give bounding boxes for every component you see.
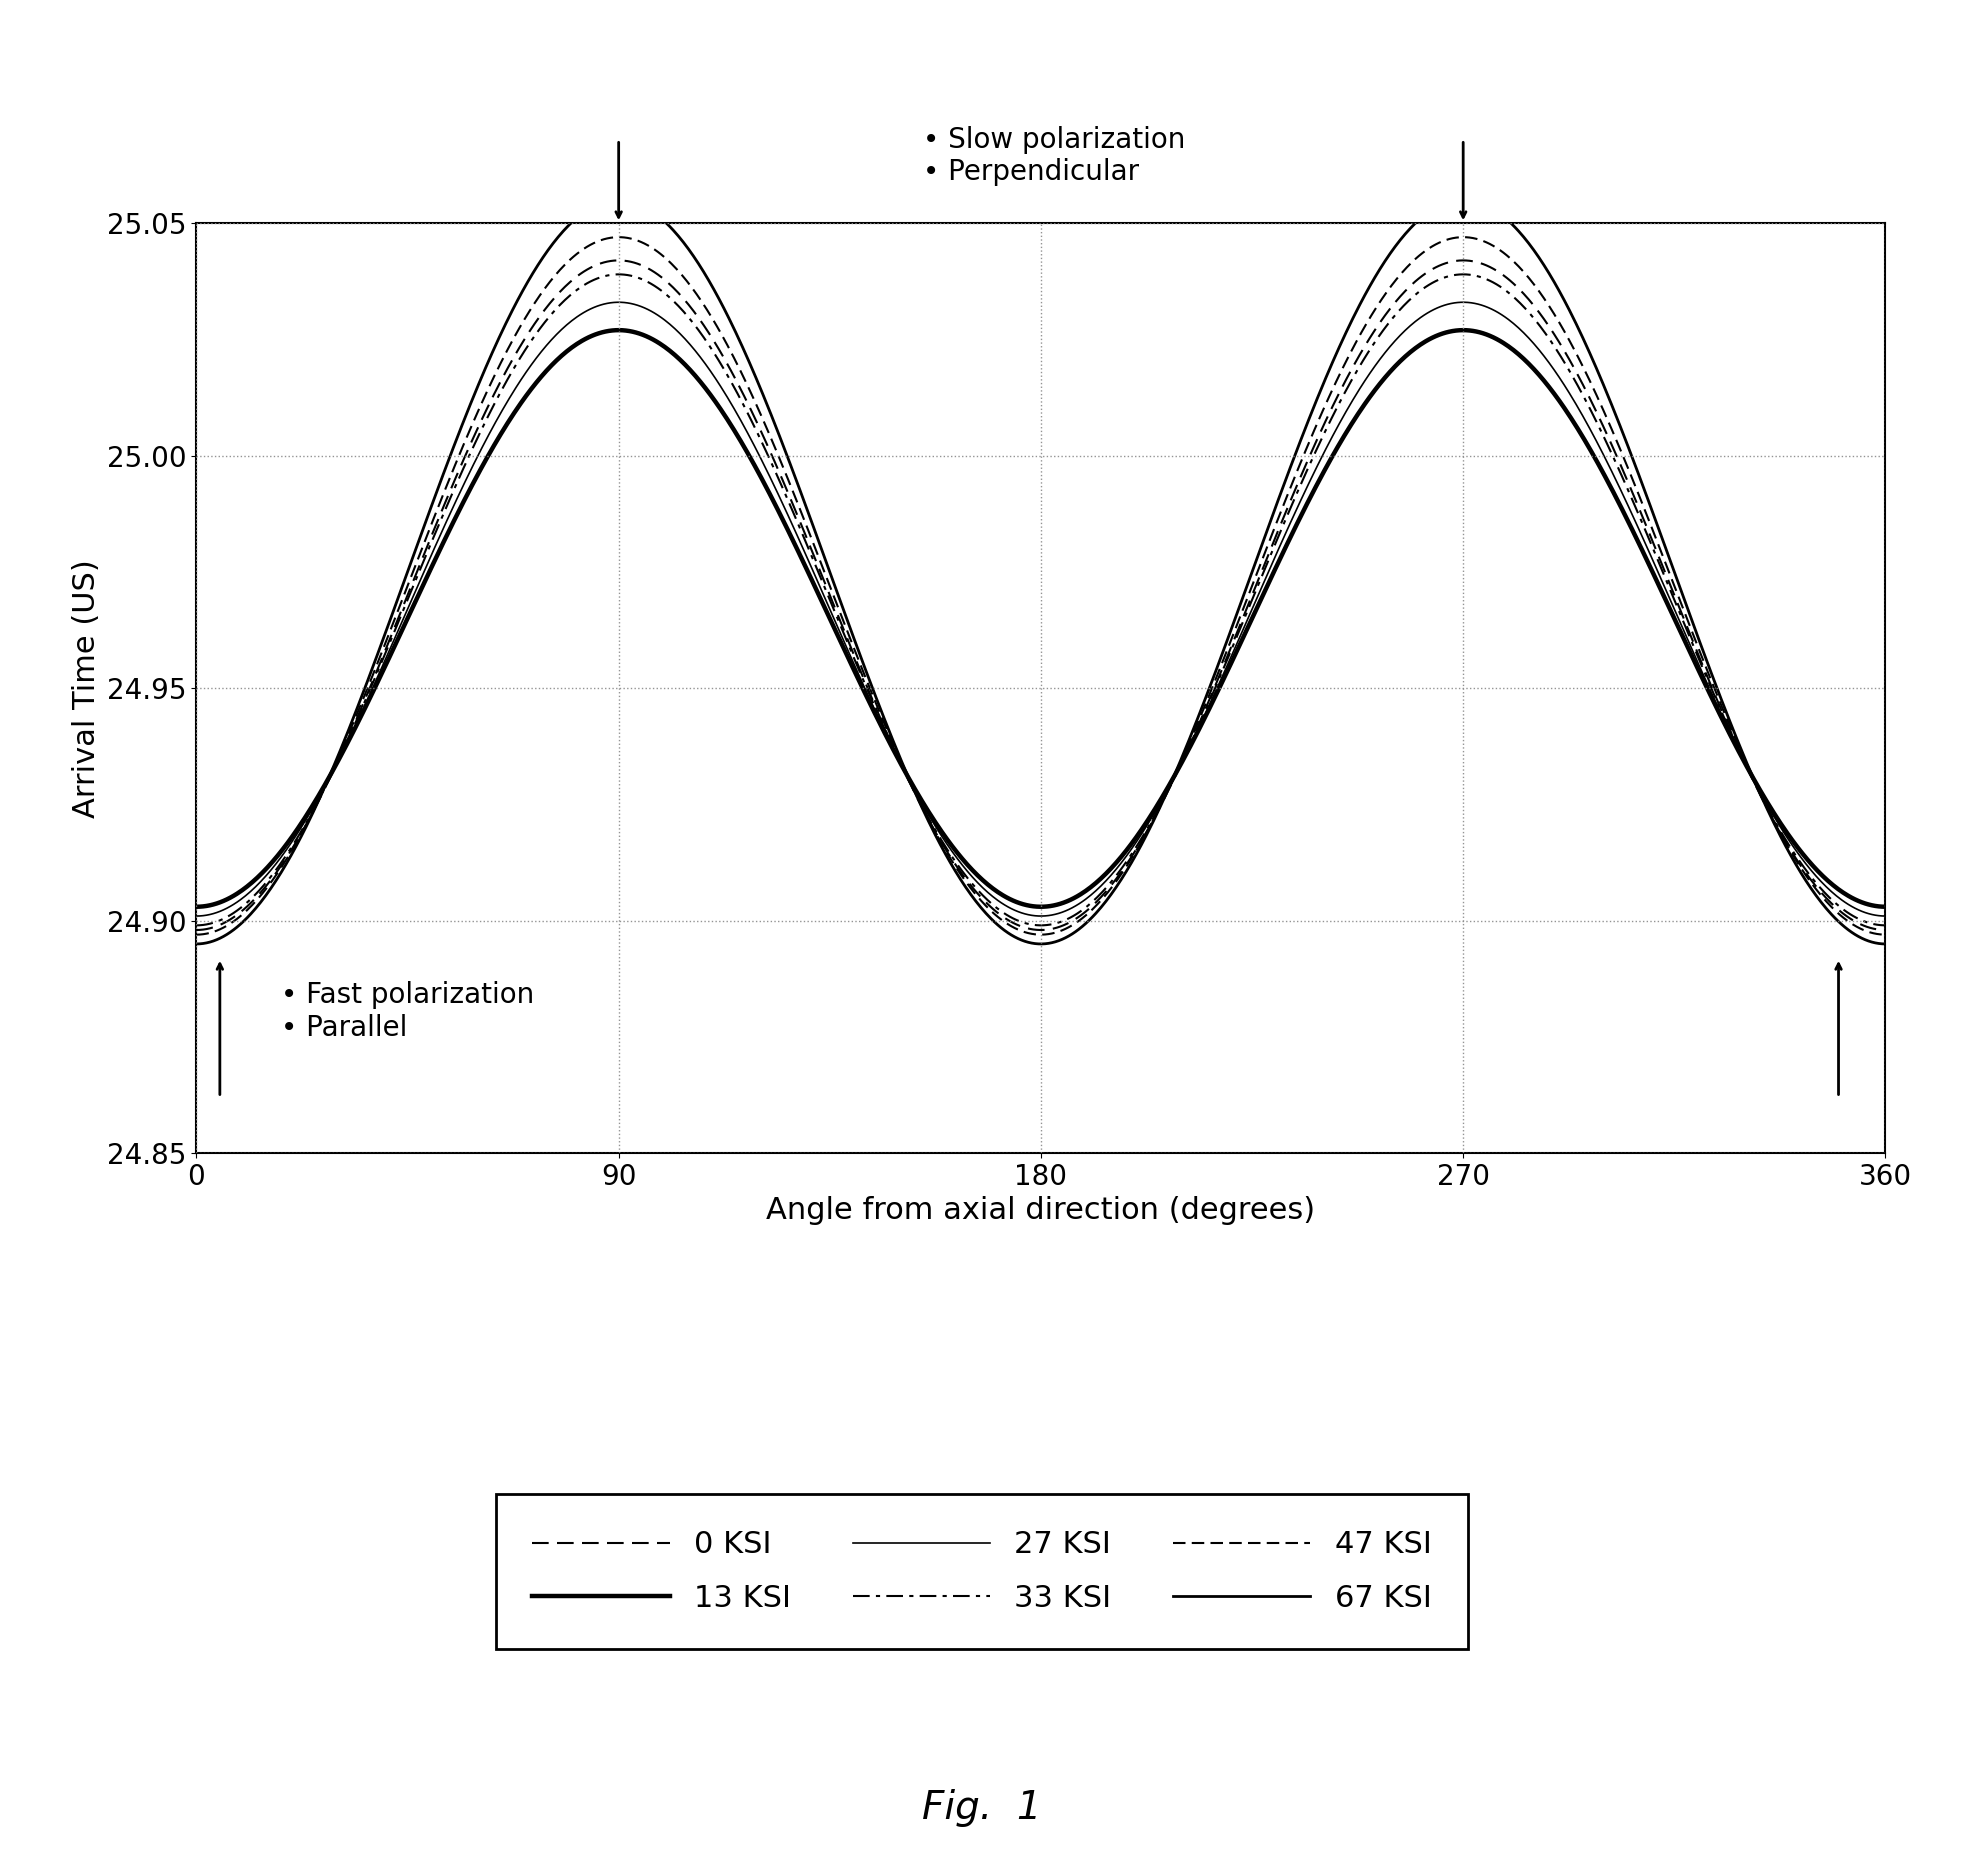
0 KSI [1502, 273, 1526, 296]
Legend: 0 KSI, 13 KSI, 27 KSI, 33 KSI, 47 KSI, 67 KSI: 0 KSI, 13 KSI, 27 KSI, 33 KSI, 47 KSI, 6… [495, 1494, 1469, 1650]
13 KSI [357, 688, 381, 711]
13 KSI [185, 897, 208, 919]
33 KSI [1534, 322, 1557, 344]
27 KSI [1502, 314, 1526, 337]
0 KSI [185, 919, 208, 941]
27 KSI [1345, 381, 1369, 404]
67 KSI [185, 932, 208, 954]
67 KSI [931, 837, 955, 859]
27 KSI [185, 906, 208, 928]
33 KSI [931, 830, 955, 852]
33 KSI [185, 915, 208, 937]
27 KSI [931, 826, 955, 848]
67 KSI [1534, 257, 1557, 279]
33 KSI [1345, 357, 1369, 379]
Line: 27 KSI: 27 KSI [196, 303, 1885, 917]
0 KSI [1534, 311, 1557, 333]
47 KSI [1345, 327, 1369, 350]
13 KSI [931, 820, 955, 843]
13 KSI [1874, 897, 1897, 919]
47 KSI [931, 833, 955, 856]
0 KSI [1345, 346, 1369, 368]
67 KSI [1502, 216, 1526, 238]
33 KSI [1874, 915, 1897, 937]
27 KSI [1534, 348, 1557, 370]
Line: 33 KSI: 33 KSI [196, 275, 1885, 926]
67 KSI [357, 666, 381, 688]
27 KSI [607, 292, 630, 314]
0 KSI [607, 249, 630, 272]
0 KSI [931, 831, 955, 854]
0 KSI [1874, 919, 1897, 941]
Text: • Slow polarization
• Perpendicular: • Slow polarization • Perpendicular [923, 126, 1184, 186]
67 KSI [607, 190, 630, 212]
47 KSI [870, 705, 894, 727]
47 KSI [1874, 923, 1897, 945]
47 KSI [1534, 290, 1557, 312]
27 KSI [1874, 906, 1897, 928]
67 KSI [870, 699, 894, 722]
Text: Fig.  1: Fig. 1 [923, 1789, 1041, 1827]
0 KSI [870, 709, 894, 731]
67 KSI [1874, 932, 1897, 954]
33 KSI [607, 264, 630, 286]
47 KSI [607, 227, 630, 249]
47 KSI [357, 673, 381, 696]
13 KSI [1502, 340, 1526, 363]
13 KSI [607, 320, 630, 342]
0 KSI [357, 679, 381, 701]
13 KSI [1345, 404, 1369, 426]
Line: 47 KSI: 47 KSI [196, 238, 1885, 934]
33 KSI [1502, 286, 1526, 309]
67 KSI [1345, 298, 1369, 320]
X-axis label: Angle from axial direction (degrees): Angle from axial direction (degrees) [766, 1196, 1316, 1226]
47 KSI [1502, 251, 1526, 273]
Y-axis label: Arrival Time (US): Arrival Time (US) [73, 558, 102, 818]
13 KSI [870, 714, 894, 737]
Line: 0 KSI: 0 KSI [196, 260, 1885, 930]
13 KSI [1534, 372, 1557, 394]
47 KSI [185, 923, 208, 945]
Line: 13 KSI: 13 KSI [196, 331, 1885, 908]
27 KSI [357, 684, 381, 707]
27 KSI [870, 712, 894, 735]
Text: • Fast polarization
• Parallel: • Fast polarization • Parallel [281, 982, 534, 1042]
Line: 67 KSI: 67 KSI [196, 201, 1885, 943]
33 KSI [357, 681, 381, 703]
33 KSI [870, 711, 894, 733]
